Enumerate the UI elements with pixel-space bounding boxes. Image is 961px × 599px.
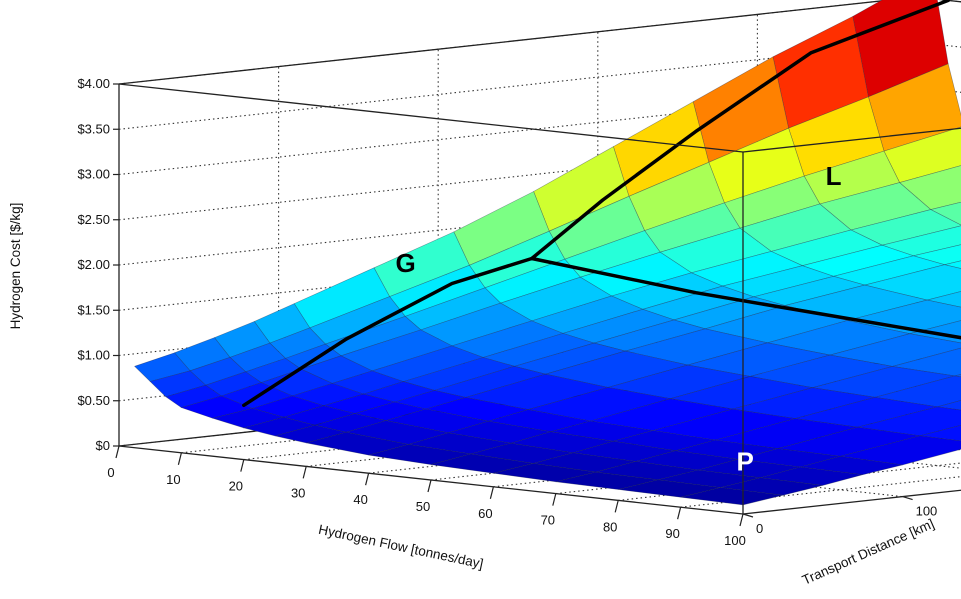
surface-patch — [937, 400, 961, 411]
z-tick-label: $2.00 — [77, 257, 110, 272]
z-tick-label: $0.50 — [77, 393, 110, 408]
x-axis-title: Hydrogen Flow [tonnes/day] — [317, 522, 485, 572]
region-label-g: G — [395, 248, 415, 278]
x-tick-label: 0 — [107, 465, 114, 480]
frame-edge — [742, 127, 961, 153]
x-tick-label: 100 — [724, 533, 746, 548]
surface-patch — [829, 333, 961, 367]
region-label-p: P — [736, 447, 753, 477]
surface-patch — [912, 244, 961, 266]
x-tick-label: 40 — [353, 492, 367, 507]
surface-patch — [919, 425, 961, 442]
region-boundaries — [242, 0, 961, 408]
x-tick-label: 10 — [166, 472, 180, 487]
z-tick-label: $0 — [96, 438, 110, 453]
x-tick — [489, 486, 494, 499]
region-boundary-line — [530, 0, 950, 261]
z-tick-label: $4.00 — [77, 76, 110, 91]
x-tick-label: 80 — [603, 519, 617, 534]
cost-surface — [134, 0, 961, 506]
x-tick-label: 90 — [665, 526, 679, 541]
surface-patch — [680, 487, 783, 506]
z-tick-label: $2.50 — [77, 212, 110, 227]
y-tick — [742, 513, 754, 518]
x-tick-label: 70 — [541, 513, 555, 528]
surface-patch — [864, 264, 961, 301]
z-tick-label: $3.50 — [77, 121, 110, 136]
x-tick — [677, 507, 682, 520]
x-tick-label: 60 — [478, 506, 492, 521]
region-labels: G L P — [395, 161, 841, 477]
frame-edge — [118, 0, 896, 85]
region-label-l: L — [826, 161, 842, 191]
y-axis-title: Transport Distance [km] — [800, 516, 937, 588]
surface-patch — [800, 455, 903, 476]
x-tick — [177, 452, 182, 465]
surface-patch — [954, 373, 961, 378]
region-boundary-line — [242, 256, 534, 408]
x-tick-label: 30 — [291, 485, 305, 500]
x-tick-label: 50 — [416, 499, 430, 514]
z-tick-label: $1.00 — [77, 348, 110, 363]
x-tick-label: 20 — [229, 479, 243, 494]
frame-edge — [118, 83, 744, 153]
surface-patch — [927, 291, 961, 308]
y-tick-label: 100 — [916, 504, 938, 519]
region-boundary-line — [530, 256, 961, 340]
x-tick — [302, 466, 307, 479]
surface-patch — [720, 477, 823, 496]
x-tick — [365, 473, 370, 486]
z-tick-label: $3.00 — [77, 167, 110, 182]
x-tick — [115, 445, 120, 459]
axis-ticks: $0 $0.50 $1.00 $1.50 $2.00 $2.50 $3.00 $3.50 $4.… — [77, 76, 938, 548]
surface-patch — [857, 406, 961, 437]
z-axis-title: Hydrogen Cost [$/kg] — [8, 203, 23, 330]
x-tick — [739, 513, 744, 527]
x-tick — [427, 479, 432, 493]
y-tick-label: 0 — [756, 521, 763, 536]
surface-patch — [944, 260, 961, 269]
z-tick-label: $1.50 — [77, 302, 110, 317]
frame-edge — [742, 489, 961, 515]
x-tick — [240, 459, 245, 472]
x-tick — [552, 493, 557, 506]
x-tick — [614, 500, 619, 513]
y-tick — [902, 496, 913, 501]
